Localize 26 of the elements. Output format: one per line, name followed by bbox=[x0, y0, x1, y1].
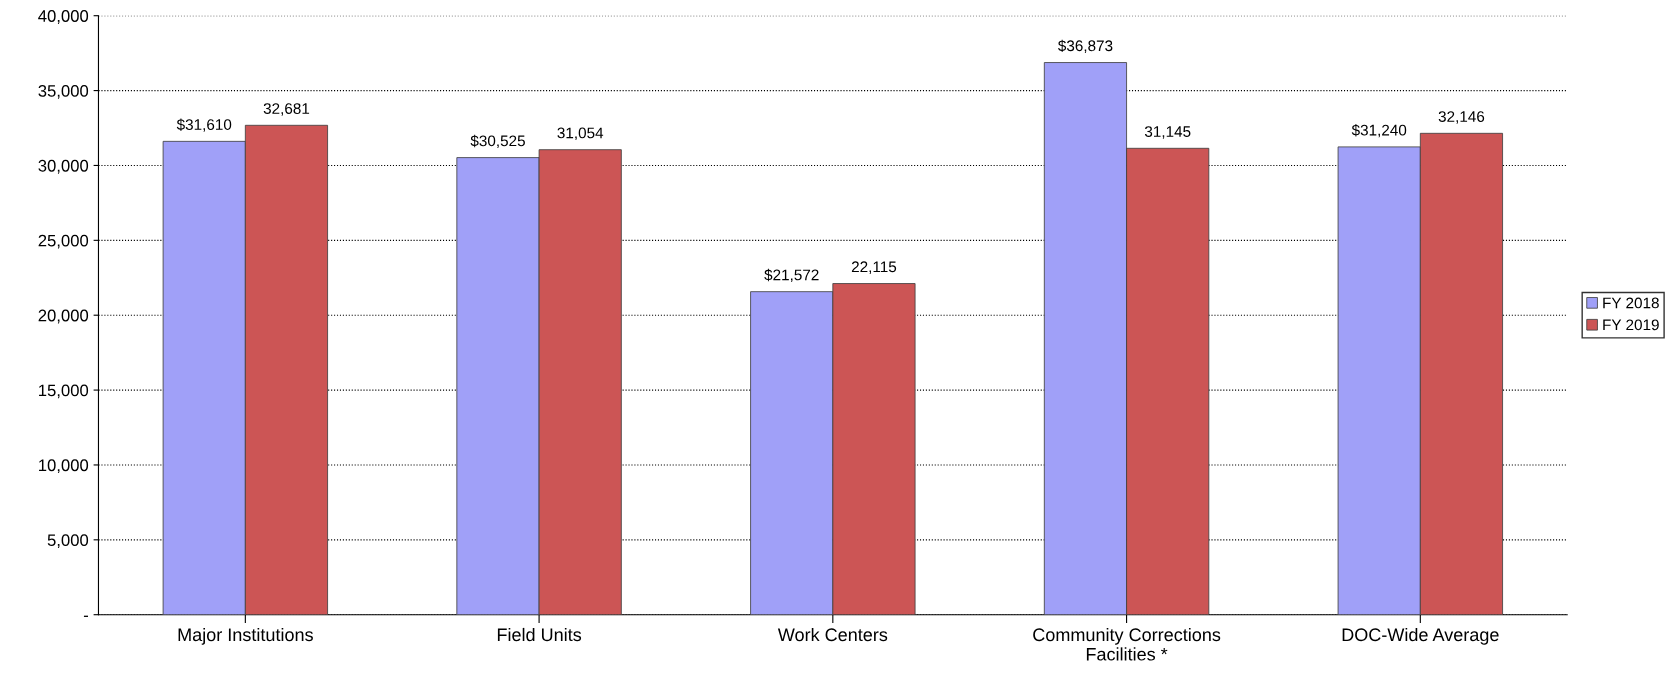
legend-label: FY 2019 bbox=[1603, 319, 1659, 331]
x-tick-label: Field Units bbox=[497, 627, 582, 642]
data-label: 32,681 bbox=[263, 103, 310, 116]
y-tick-label: 20,000 bbox=[38, 309, 89, 324]
x-tick-label: Community Corrections Facilities * bbox=[1033, 627, 1221, 661]
data-label: $31,240 bbox=[1351, 124, 1407, 138]
y-tick-label: 10,000 bbox=[39, 459, 89, 474]
data-label: 31,145 bbox=[1144, 126, 1191, 139]
y-tick-label: 30,000 bbox=[38, 159, 89, 174]
x-tick-label: Work Centers bbox=[777, 627, 888, 642]
data-label: $21,572 bbox=[764, 268, 819, 283]
y-tick-label: - bbox=[83, 615, 89, 617]
y-tick-label: 25,000 bbox=[38, 234, 89, 249]
data-label: $31,610 bbox=[176, 118, 232, 132]
y-tick-label: 15,000 bbox=[39, 384, 89, 399]
x-tick-label: Major Institutions bbox=[178, 627, 313, 645]
data-label: 31,054 bbox=[557, 127, 604, 141]
y-tick-label: 40,000 bbox=[38, 10, 89, 24]
data-label: 32,146 bbox=[1438, 111, 1485, 124]
data-label: $36,873 bbox=[1058, 39, 1113, 53]
legend-label: FY 2018 bbox=[1603, 297, 1659, 309]
data-label: 22,115 bbox=[851, 261, 897, 274]
y-tick-label: 35,000 bbox=[38, 84, 89, 99]
data-label: $30,525 bbox=[470, 134, 525, 149]
y-tick-label: 5,000 bbox=[47, 534, 89, 548]
x-tick-label: DOC-Wide Average bbox=[1342, 627, 1499, 645]
